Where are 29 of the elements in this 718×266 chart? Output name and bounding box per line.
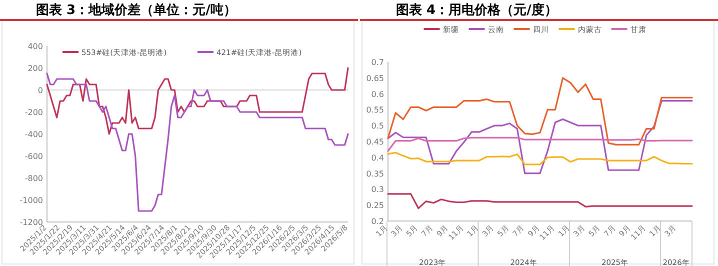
chart-title: 图表 3：地域价差（单位：元/吨） xyxy=(36,2,236,18)
y-tick-label: 0.5 xyxy=(371,122,384,131)
y-tick-label: 0.2 xyxy=(371,217,384,226)
y-tick-label: -800 xyxy=(24,174,43,183)
y-tick-label: -1200 xyxy=(20,218,43,227)
y-tick-label: -1000 xyxy=(20,196,43,205)
line-series xyxy=(387,100,693,174)
y-tick-label: -200 xyxy=(24,108,43,117)
y-tick-label: -400 xyxy=(24,130,43,139)
y-tick-label: 200 xyxy=(28,64,43,73)
y-tick-label: 0.55 xyxy=(366,106,384,115)
line-series xyxy=(46,67,349,135)
line-series xyxy=(387,136,693,152)
y-tick-label: 0.3 xyxy=(371,185,384,194)
line-series xyxy=(387,193,693,210)
y-tick-label: -600 xyxy=(24,152,43,161)
y-tick-label: 0.65 xyxy=(366,74,384,83)
line-series xyxy=(387,77,693,146)
line-series xyxy=(387,152,693,166)
y-tick-label: 0.45 xyxy=(366,138,384,146)
y-tick-label: 0.6 xyxy=(371,90,384,99)
y-tick-label: 0 xyxy=(38,86,43,95)
y-tick-label: 400 xyxy=(28,42,43,51)
line-series xyxy=(46,72,349,212)
y-tick-label: 0.25 xyxy=(366,201,384,210)
y-tick-label: 0.35 xyxy=(366,169,384,178)
y-tick-label: 0.7 xyxy=(371,58,384,67)
y-tick-label: 0.4 xyxy=(371,153,384,162)
chart-title: 图表 4：用电价格（元/度） xyxy=(396,2,558,18)
